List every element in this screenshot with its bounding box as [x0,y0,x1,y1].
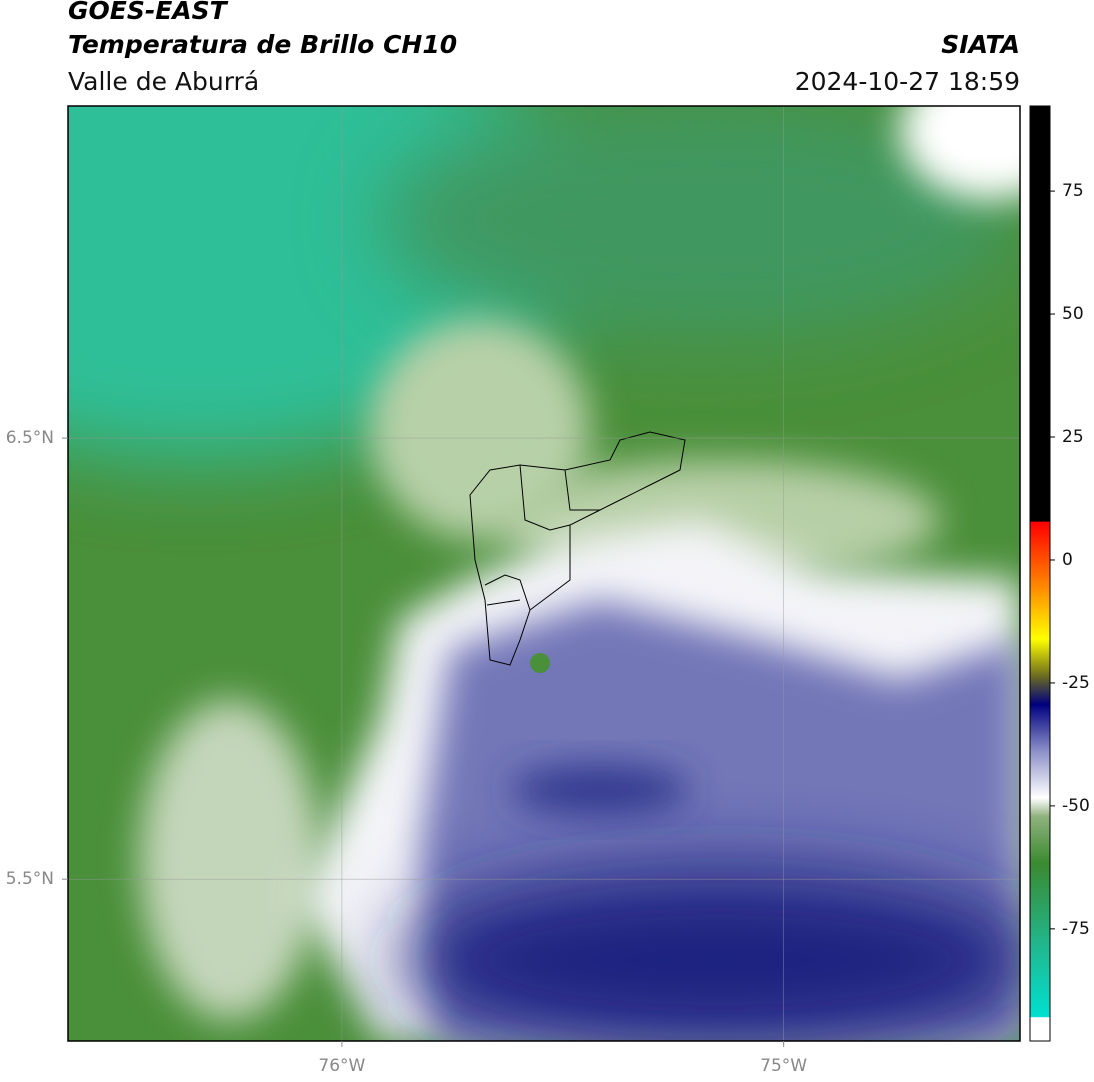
lat-label: 5.5°N [6,869,54,889]
title: GOES-EAST [68,0,229,25]
datetime: 2024-10-27 18:59 [795,67,1020,96]
lon-label: 75°W [760,1056,807,1076]
colorbar-label: 0 [1062,550,1073,570]
source: SIATA [941,30,1020,59]
colorbar-label: 75 [1062,181,1084,201]
colorbar-label: 50 [1062,304,1084,324]
colorbar-label: -75 [1062,919,1090,939]
subtitle: Temperatura de Brillo CH10 [68,30,457,59]
colorbar-label: -25 [1062,673,1090,693]
colorbar [1029,105,1051,1042]
lon-label: 76°W [318,1056,365,1076]
satellite-image [68,106,1020,1041]
map-frame [67,105,1021,1042]
colorbar-label: 25 [1062,427,1084,447]
lat-label: 6.5°N [6,428,54,448]
region: Valle de Aburrá [68,67,259,96]
colorbar-label: -50 [1062,796,1090,816]
